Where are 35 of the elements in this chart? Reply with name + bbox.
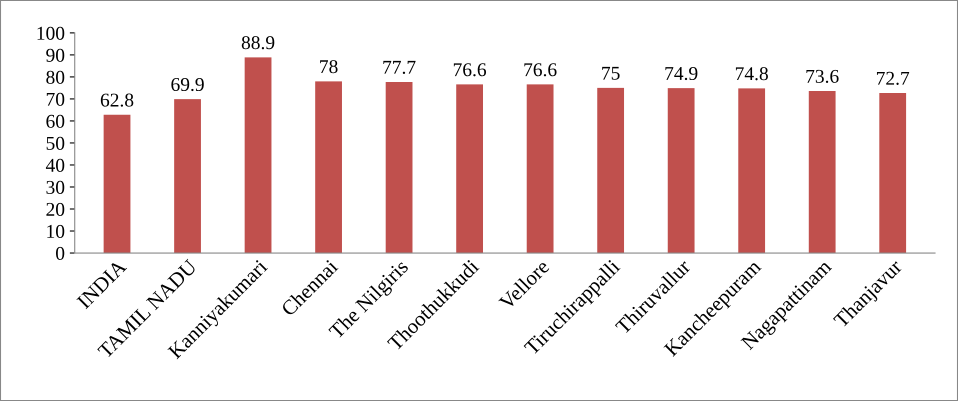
data-label: 88.9 xyxy=(242,36,274,50)
bar xyxy=(738,88,766,254)
bar xyxy=(597,88,624,254)
data-label: 62.8 xyxy=(100,94,134,107)
y-tick-label: 100 xyxy=(38,26,64,40)
bar xyxy=(456,84,484,254)
data-label: 73.6 xyxy=(806,70,839,83)
y-tick-label: 30 xyxy=(46,180,64,194)
y-tick-label: 0 xyxy=(56,246,64,260)
bar xyxy=(668,88,695,254)
y-tick-label: 90 xyxy=(46,48,64,62)
y-tick-label: 70 xyxy=(46,92,64,106)
data-label: 76.6 xyxy=(524,63,557,76)
bar xyxy=(526,84,554,254)
data-label: 78 xyxy=(320,60,338,74)
y-tick-label: 10 xyxy=(47,224,64,238)
y-tick-label: 60 xyxy=(46,114,64,128)
data-label: 69.9 xyxy=(171,78,204,92)
bar xyxy=(104,114,130,254)
bar xyxy=(174,99,201,254)
data-label: 72.7 xyxy=(876,72,910,85)
data-label: 77.7 xyxy=(383,60,416,74)
bar xyxy=(315,81,342,254)
y-tick-label: 20 xyxy=(46,202,64,216)
bar xyxy=(244,57,272,254)
data-label: 74.8 xyxy=(736,67,768,80)
y-tick-label: 50 xyxy=(46,136,64,150)
y-tick-label: 40 xyxy=(46,158,64,172)
bar xyxy=(808,91,836,254)
bar xyxy=(879,92,906,254)
data-label: 75 xyxy=(602,66,620,80)
y-tick-label: 80 xyxy=(46,70,64,84)
data-label: 74.9 xyxy=(665,66,698,80)
bar xyxy=(386,82,412,254)
data-label: 76.6 xyxy=(454,63,486,76)
